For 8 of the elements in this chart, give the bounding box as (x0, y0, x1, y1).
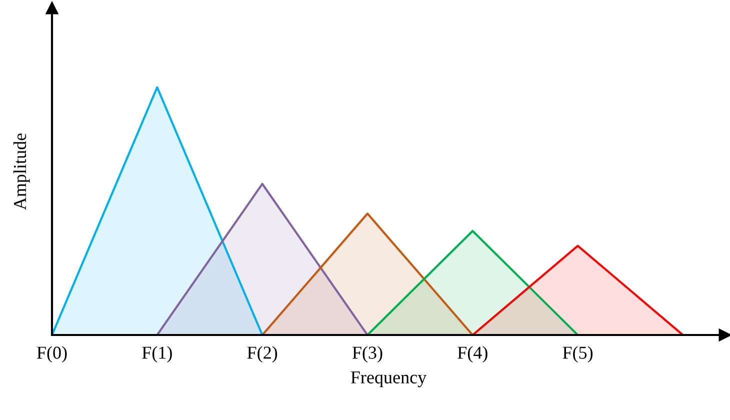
x-tick-label: F(3) (352, 346, 382, 362)
x-axis-title: Frequency (350, 371, 427, 388)
y-axis-title: Amplitude (13, 134, 30, 210)
x-tick-label: F(5) (562, 346, 593, 362)
x-tick-label: F(4) (458, 346, 488, 362)
x-tick-label: F(1) (142, 346, 172, 362)
x-tick-label: F(2) (247, 346, 278, 362)
x-tick-label: F(0) (36, 346, 67, 362)
